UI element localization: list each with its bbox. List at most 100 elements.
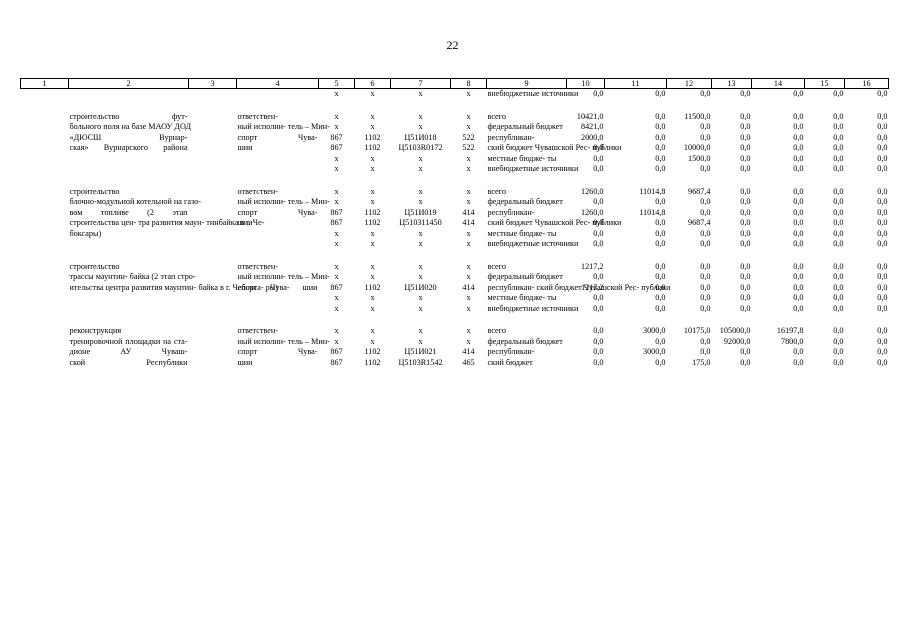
cell-col14: 0,0 bbox=[793, 132, 804, 142]
column-header: 12 bbox=[666, 78, 712, 89]
column-header: 11 bbox=[604, 78, 667, 89]
cell-col10: 1260,0 bbox=[580, 207, 604, 217]
cell-col14: 0,0 bbox=[793, 282, 804, 292]
cell-col8: x bbox=[466, 293, 471, 302]
cell-col14: 0,0 bbox=[793, 293, 804, 302]
cell-col6: x bbox=[370, 89, 375, 98]
cell-col10: 0,0 bbox=[593, 143, 604, 152]
cell-col2 bbox=[69, 154, 189, 165]
cell-col8: x bbox=[466, 261, 471, 271]
cell-col7: Ц510311450 bbox=[399, 218, 442, 227]
table-row: вом топливе (2 этап спорт Чува- 867 1102 Ц51… bbox=[21, 208, 889, 219]
cell-col6: x bbox=[370, 293, 375, 302]
cell-col3 bbox=[189, 112, 237, 123]
cell-col12: 0,0 bbox=[700, 207, 711, 217]
table-row: ской Республики шии 867 1102 Ц5103R1542 465 ск… bbox=[21, 358, 889, 369]
cell-col6: x bbox=[370, 261, 375, 271]
cell-col10: 0,0 bbox=[593, 326, 604, 335]
cell-col15: 0,0 bbox=[833, 336, 844, 346]
cell-col9: внебюджетные источники bbox=[487, 164, 579, 173]
cell-col5: x bbox=[334, 326, 339, 335]
column-header: 14 bbox=[751, 78, 805, 89]
cell-col8: 522 bbox=[462, 143, 475, 152]
cell-col5: x bbox=[334, 111, 339, 121]
cell-col5: x bbox=[334, 261, 339, 271]
cell-col12: 10175,0 bbox=[683, 326, 711, 335]
cell-col3 bbox=[189, 239, 237, 250]
cell-col3 bbox=[189, 143, 237, 154]
cell-col7: x bbox=[418, 239, 423, 248]
gap-cell bbox=[21, 175, 889, 187]
cell-col13: 0,0 bbox=[740, 197, 751, 206]
cell-col11: 0,0 bbox=[655, 132, 666, 142]
cell-col15: 0,0 bbox=[833, 228, 844, 238]
cell-col7: Ц51И018 bbox=[404, 132, 437, 142]
cell-col5: x bbox=[334, 153, 339, 163]
cell-col6: x bbox=[370, 326, 375, 335]
cell-col1 bbox=[21, 347, 69, 358]
cell-col12: 0,0 bbox=[700, 132, 711, 142]
cell-col9: республикан- ский бюджет Чувашской Рес- … bbox=[487, 282, 671, 292]
cell-col5: 867 bbox=[330, 207, 343, 217]
cell-col13: 0,0 bbox=[740, 228, 751, 238]
cell-col12: 11500,0 bbox=[684, 111, 711, 121]
cell-col15: 0,0 bbox=[833, 164, 844, 173]
cell-col7: x bbox=[418, 293, 423, 302]
cell-col2: блочно-модульной котельной на газо- bbox=[69, 197, 201, 206]
cell-col1 bbox=[21, 358, 69, 369]
cell-col10: 0,0 bbox=[593, 303, 604, 313]
column-header: 7 bbox=[390, 78, 451, 89]
cell-col10: 0,0 bbox=[593, 228, 604, 238]
cell-col12: 0,0 bbox=[700, 303, 711, 313]
cell-col11: 0,0 bbox=[655, 143, 666, 152]
cell-col13: 0,0 bbox=[740, 272, 751, 281]
cell-col14: 0,0 bbox=[793, 89, 804, 98]
cell-col10: 10421,0 bbox=[576, 111, 604, 121]
table-row: боксары) x x x x местные бюдже- ты 0,0 0,0 0,0 0,… bbox=[21, 229, 889, 240]
cell-col12: 175,0 bbox=[692, 357, 711, 367]
cell-col3 bbox=[189, 337, 237, 348]
cell-col3 bbox=[189, 208, 237, 219]
cell-col8: x bbox=[466, 197, 471, 206]
cell-col10: 1217,2 bbox=[580, 282, 604, 292]
cell-col4: спорт Чува- шии bbox=[237, 282, 318, 292]
cell-col11: 0,0 bbox=[655, 111, 666, 121]
cell-col5: x bbox=[334, 122, 339, 131]
cell-col10: 0,0 bbox=[593, 293, 604, 302]
cell-col3 bbox=[189, 89, 237, 100]
cell-col9: всего bbox=[487, 326, 506, 335]
cell-col4: ный исполни- тель – Мин- bbox=[237, 122, 330, 131]
cell-col4 bbox=[237, 293, 319, 304]
cell-col16: 0,0 bbox=[877, 272, 888, 281]
cell-col9: республикан- bbox=[487, 207, 535, 217]
cell-col11: 0,0 bbox=[655, 357, 666, 367]
cell-col4 bbox=[237, 304, 319, 315]
gap-cell bbox=[21, 314, 889, 326]
cell-col1 bbox=[21, 208, 69, 219]
cell-col5: 867 bbox=[330, 357, 343, 367]
cell-col11: 0,0 bbox=[655, 164, 666, 173]
cell-col13: 0,0 bbox=[740, 218, 751, 227]
cell-col2: строительство bbox=[69, 261, 120, 271]
cell-col4 bbox=[237, 229, 319, 240]
cell-col11: 0,0 bbox=[655, 272, 666, 281]
cell-col10: 0,0 bbox=[593, 239, 604, 248]
cell-col10: 2000,0 bbox=[580, 132, 604, 142]
cell-col1 bbox=[21, 283, 69, 294]
cell-col12: 9687,4 bbox=[687, 186, 711, 196]
cell-col15: 0,0 bbox=[833, 89, 844, 98]
cell-col10: 0,0 bbox=[593, 164, 604, 173]
cell-col2 bbox=[69, 293, 189, 304]
cell-col13: 0,0 bbox=[740, 282, 751, 292]
cell-col5: 867 bbox=[330, 282, 343, 292]
cell-col4: шии bbox=[237, 218, 253, 227]
cell-col2: ительства центра развития маунтин- байка… bbox=[69, 282, 278, 292]
cell-col6: x bbox=[370, 197, 375, 206]
cell-col7: Ц51И019 bbox=[404, 207, 437, 217]
cell-col14: 0,0 bbox=[793, 197, 804, 206]
cell-col15: 0,0 bbox=[833, 207, 844, 217]
gap-cell bbox=[21, 100, 889, 112]
cell-col3 bbox=[189, 133, 237, 144]
cell-col1 bbox=[21, 133, 69, 144]
cell-col6: x bbox=[370, 272, 375, 281]
